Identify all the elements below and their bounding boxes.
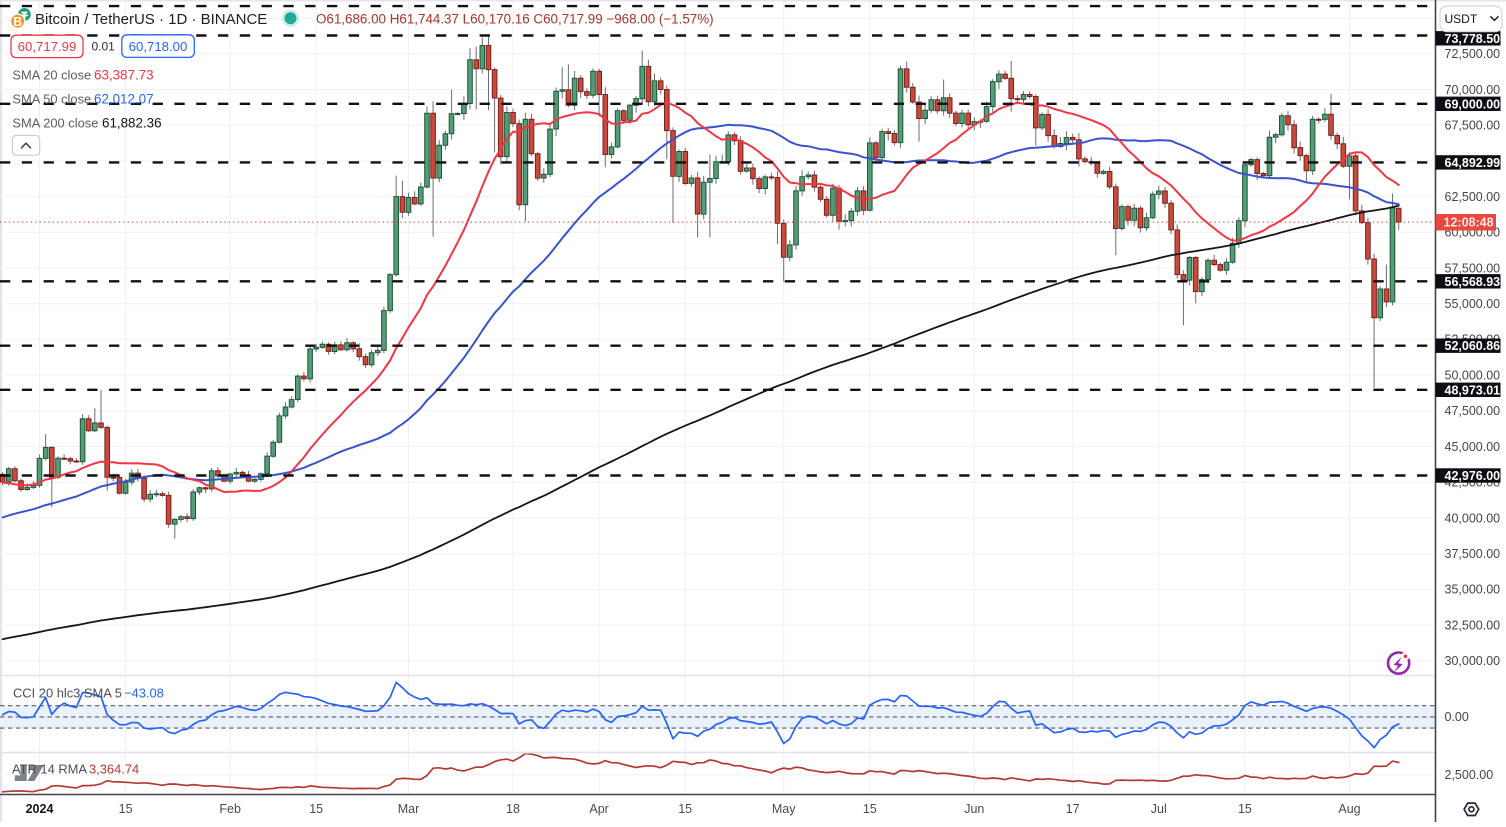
svg-text:May: May: [772, 802, 796, 816]
svg-text:15: 15: [119, 802, 133, 816]
svg-text:50,000.00: 50,000.00: [1445, 368, 1501, 382]
svg-text:SMA 20 close: SMA 20 close: [12, 67, 91, 82]
svg-text:60,717.99: 60,717.99: [18, 39, 77, 54]
svg-text:48,973.01: 48,973.01: [1445, 383, 1501, 397]
svg-text:15: 15: [678, 802, 692, 816]
svg-text:61,882.36: 61,882.36: [102, 116, 162, 131]
svg-text:73,778.50: 73,778.50: [1445, 32, 1501, 46]
svg-text:Jul: Jul: [1151, 802, 1167, 816]
svg-text:42,976.00: 42,976.00: [1445, 469, 1501, 483]
svg-text:15: 15: [309, 802, 323, 816]
svg-text:72,500.00: 72,500.00: [1445, 47, 1501, 61]
svg-text:32,500.00: 32,500.00: [1445, 618, 1501, 632]
svg-text:69,000.00: 69,000.00: [1445, 97, 1501, 111]
svg-text:55,000.00: 55,000.00: [1445, 297, 1501, 311]
svg-text:64,892.99: 64,892.99: [1445, 156, 1501, 170]
svg-text:45,000.00: 45,000.00: [1445, 440, 1501, 454]
svg-text:Feb: Feb: [219, 802, 241, 816]
svg-text:18: 18: [506, 802, 520, 816]
svg-text:56,568.93: 56,568.93: [1445, 275, 1501, 289]
svg-text:3,364.74: 3,364.74: [89, 762, 139, 777]
svg-text:67,500.00: 67,500.00: [1445, 119, 1501, 133]
svg-text:60,718.00: 60,718.00: [129, 39, 188, 54]
svg-text:0.00: 0.00: [1445, 710, 1469, 724]
svg-text:2,500.00: 2,500.00: [1445, 768, 1494, 782]
svg-text:57,500.00: 57,500.00: [1445, 261, 1501, 275]
svg-text:USDT: USDT: [1445, 12, 1478, 26]
svg-text:62,012.07: 62,012.07: [94, 91, 154, 106]
svg-text:Jun: Jun: [964, 802, 984, 816]
svg-text:Aug: Aug: [1338, 802, 1360, 816]
svg-text:Bitcoin / TetherUS · 1D · BINA: Bitcoin / TetherUS · 1D · BINANCE: [35, 11, 267, 28]
svg-text:Mar: Mar: [398, 802, 420, 816]
svg-text:SMA 200 close: SMA 200 close: [12, 116, 98, 131]
svg-text:Apr: Apr: [589, 802, 608, 816]
svg-text:47,500.00: 47,500.00: [1445, 404, 1501, 418]
svg-text:40,000.00: 40,000.00: [1445, 511, 1501, 525]
svg-text:B: B: [13, 15, 22, 29]
svg-text:2024: 2024: [26, 802, 54, 816]
svg-text:SMA 50 close: SMA 50 close: [12, 91, 91, 106]
svg-text:−43.08: −43.08: [124, 686, 164, 701]
svg-text:CCI 20 hlc3 SMA 5: CCI 20 hlc3 SMA 5: [13, 686, 122, 701]
svg-text:ATR 14 RMA: ATR 14 RMA: [12, 762, 87, 777]
svg-text:15: 15: [1238, 802, 1252, 816]
svg-text:52,060.86: 52,060.86: [1445, 339, 1501, 353]
svg-text:12:08:48: 12:08:48: [1444, 215, 1494, 229]
svg-text:0.01: 0.01: [92, 39, 116, 53]
svg-text:63,387.73: 63,387.73: [94, 67, 154, 82]
svg-text:62,500.00: 62,500.00: [1445, 190, 1501, 204]
svg-text:30,000.00: 30,000.00: [1445, 654, 1501, 668]
svg-text:O61,686.00 H61,744.37 L60,170.: O61,686.00 H61,744.37 L60,170.16 C60,717…: [316, 11, 714, 26]
svg-text:35,000.00: 35,000.00: [1445, 583, 1501, 597]
svg-text:15: 15: [863, 802, 877, 816]
svg-text:37,500.00: 37,500.00: [1445, 547, 1501, 561]
svg-text:70,000.00: 70,000.00: [1445, 83, 1501, 97]
svg-text:17: 17: [1066, 802, 1080, 816]
